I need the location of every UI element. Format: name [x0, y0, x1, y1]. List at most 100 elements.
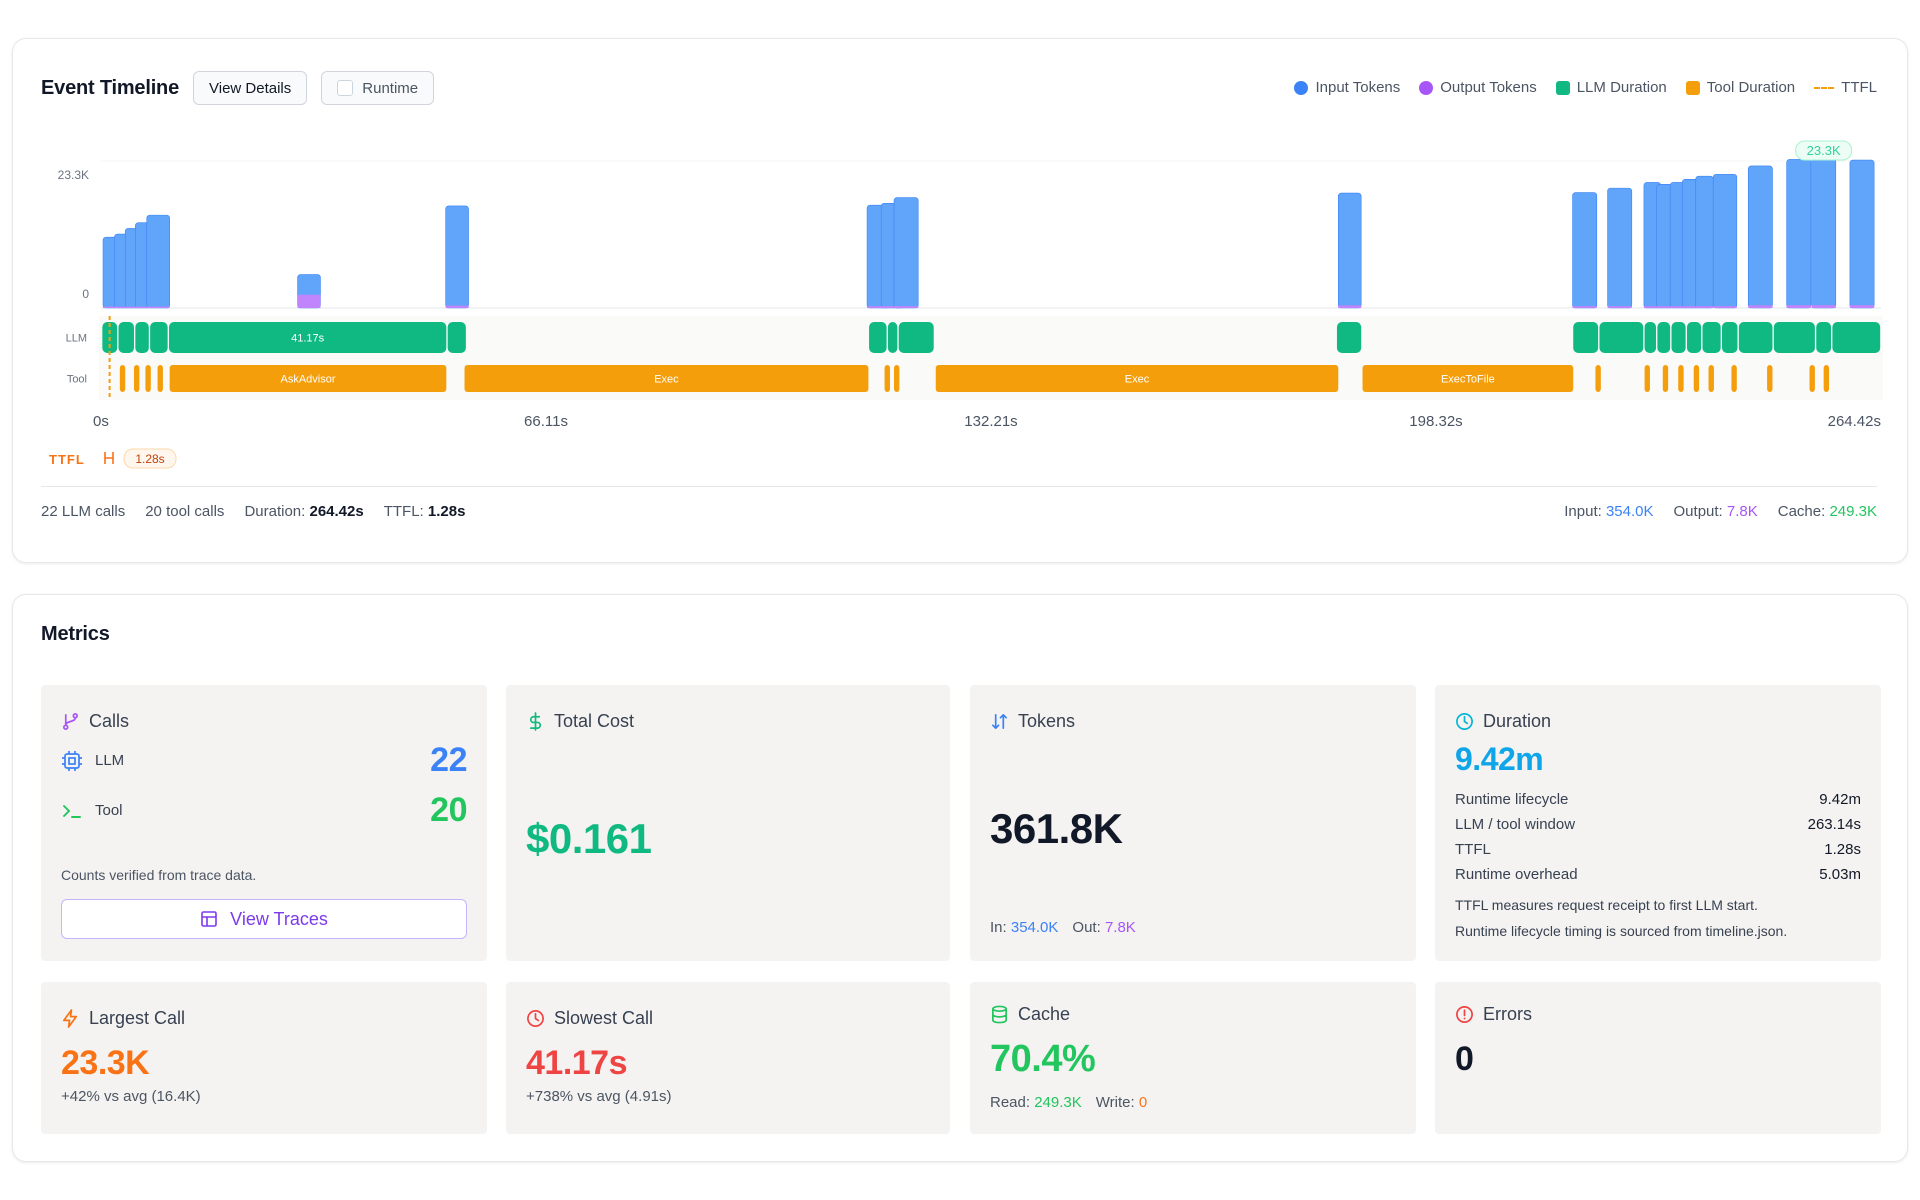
- token-summary: Input: 354.0K Output: 7.8K Cache: 249.3K: [1564, 503, 1877, 520]
- total-cost-tile: Total Cost $0.161: [506, 685, 950, 961]
- llm-span: [1671, 322, 1686, 353]
- slowest-call-tile: Slowest Call 41.17s +738% vs avg (4.91s): [506, 982, 950, 1134]
- summary-ttfl: TTFL: 1.28s: [384, 503, 466, 520]
- cache-value: 70.4%: [990, 1038, 1096, 1080]
- cache-read-label: Read:: [990, 1094, 1031, 1111]
- output-token-bar: [881, 306, 903, 308]
- tokens-title: Tokens: [1018, 711, 1076, 731]
- legend-output-tokens[interactable]: Output Tokens: [1419, 79, 1537, 96]
- view-traces-label: View Traces: [230, 908, 328, 929]
- x-tick-label: 0s: [93, 413, 109, 430]
- duration-row: Runtime overhead 5.03m: [1455, 866, 1861, 883]
- cost-title: Total Cost: [554, 711, 635, 731]
- legend-tool-label: Tool Duration: [1706, 79, 1796, 96]
- cache-write-value: 0: [1138, 1094, 1148, 1111]
- summary-output-value: 7.8K: [1726, 503, 1758, 520]
- summary-cache-label: Cache:: [1777, 503, 1826, 520]
- llm-span-label: 41.17s: [291, 333, 325, 345]
- llm-span: [1657, 322, 1671, 353]
- tool-span: [133, 365, 140, 392]
- duration-row-label: Runtime overhead: [1455, 866, 1578, 883]
- runtime-toggle[interactable]: Runtime: [321, 71, 435, 105]
- output-token-bar: [297, 294, 321, 308]
- largest-call-tile: Largest Call 23.3K +42% vs avg (16.4K): [41, 982, 487, 1134]
- legend-output-swatch: [1419, 80, 1434, 95]
- legend-llm-duration[interactable]: LLM Duration: [1555, 79, 1667, 96]
- errors-tile: Errors 0: [1435, 982, 1881, 1134]
- output-token-bar: [1811, 305, 1836, 308]
- tool-span-label: Exec: [654, 374, 679, 386]
- tokens-out-value: 7.8K: [1104, 919, 1136, 936]
- llm-span: [898, 322, 934, 353]
- tool-span-label: Exec: [1125, 374, 1150, 386]
- tokens-in-value: 354.0K: [1010, 919, 1059, 936]
- cache-title: Cache: [1018, 1004, 1071, 1024]
- duration-tile: Duration 9.42m Runtime lifecycle 9.42m LL…: [1435, 685, 1881, 961]
- timeline-chart: 41.17s AskAdvisor Exec Exec ExecToFile 23.3…: [49, 140, 1883, 469]
- legend-tool-duration[interactable]: Tool Duration: [1685, 79, 1796, 96]
- table-icon: [201, 911, 217, 927]
- largest-comparison: +42% vs avg (16.4K): [61, 1088, 201, 1105]
- calls-title: Calls: [89, 711, 130, 731]
- peak-badge-text: 23.3K: [1807, 143, 1841, 158]
- tool-calls-count: 20 tool calls: [145, 503, 225, 520]
- input-token-bar: [1712, 173, 1738, 309]
- output-token-bar: [1572, 306, 1597, 308]
- ttfl-badge-bg: [123, 448, 177, 469]
- slowest-value: 41.17s: [526, 1044, 628, 1082]
- git-branch-icon: [62, 713, 79, 730]
- summary-input-label: Input:: [1564, 503, 1602, 520]
- tool-span: [1708, 365, 1714, 392]
- peak-badge-bg: [1795, 140, 1853, 161]
- llm-span: [150, 322, 168, 353]
- output-token-bar: [1338, 305, 1362, 308]
- calls-llm-value: 22: [430, 741, 467, 779]
- ttfl-badge-value: 1.28s: [135, 452, 164, 466]
- legend-input-tokens[interactable]: Input Tokens: [1294, 79, 1400, 96]
- tool-span: [157, 365, 163, 392]
- tokens-tile: Tokens 361.8K In: 354.0K Out: 7.8K: [970, 685, 1416, 961]
- summary-output: Output: 7.8K: [1674, 503, 1758, 520]
- duration-row: LLM / tool window 263.14s: [1455, 816, 1861, 833]
- input-token-bar: [445, 205, 469, 309]
- runtime-checkbox[interactable]: [337, 80, 354, 96]
- tool-span: [1678, 365, 1684, 392]
- llm-span: [869, 322, 887, 353]
- legend-ttfl[interactable]: TTFL: [1814, 79, 1877, 96]
- legend-output-label: Output Tokens: [1440, 79, 1537, 96]
- summary-duration: Duration: 264.42s: [244, 503, 363, 520]
- x-tick-label: 264.42s: [1828, 413, 1881, 430]
- tool-span: [464, 365, 869, 392]
- tool-span: [1595, 365, 1601, 392]
- dollar-icon: [529, 712, 542, 731]
- view-details-button[interactable]: View Details: [193, 71, 308, 105]
- view-traces-button[interactable]: View Traces: [61, 899, 467, 939]
- legend-ttfl-swatch: [1814, 86, 1835, 89]
- llm-span: [1832, 322, 1881, 353]
- largest-value: 23.3K: [61, 1044, 150, 1082]
- summary-duration-value: 264.42s: [309, 503, 364, 520]
- tool-span: [1767, 365, 1773, 392]
- alert-circle-icon: [1456, 1006, 1473, 1023]
- summary-input: Input: 354.0K: [1564, 503, 1653, 520]
- cpu-icon: [62, 750, 82, 771]
- llm-calls-count: 22 LLM calls: [41, 503, 126, 520]
- llm-span: [1773, 322, 1815, 353]
- llm-span: [118, 322, 134, 353]
- llm-span: [1336, 322, 1362, 353]
- tool-span: [1662, 365, 1669, 392]
- errors-title: Errors: [1483, 1004, 1532, 1024]
- calls-header: Calls: [61, 711, 129, 732]
- legend-ttfl-label: TTFL: [1841, 79, 1877, 96]
- cost-header: Total Cost: [526, 711, 634, 732]
- cache-tile: Cache 70.4% Read: 249.3K Write: 0: [970, 982, 1416, 1134]
- summary-output-label: Output:: [1673, 503, 1723, 520]
- duration-row-label: Runtime lifecycle: [1455, 791, 1569, 808]
- lightning-icon: [62, 1009, 78, 1028]
- input-token-bar: [1786, 159, 1812, 309]
- tool-span: [884, 365, 890, 392]
- input-token-bar: [1337, 192, 1362, 309]
- arrow-up-down-icon: [991, 713, 1008, 730]
- legend-input-label: Input Tokens: [1315, 79, 1401, 96]
- slowest-header: Slowest Call: [526, 1008, 653, 1029]
